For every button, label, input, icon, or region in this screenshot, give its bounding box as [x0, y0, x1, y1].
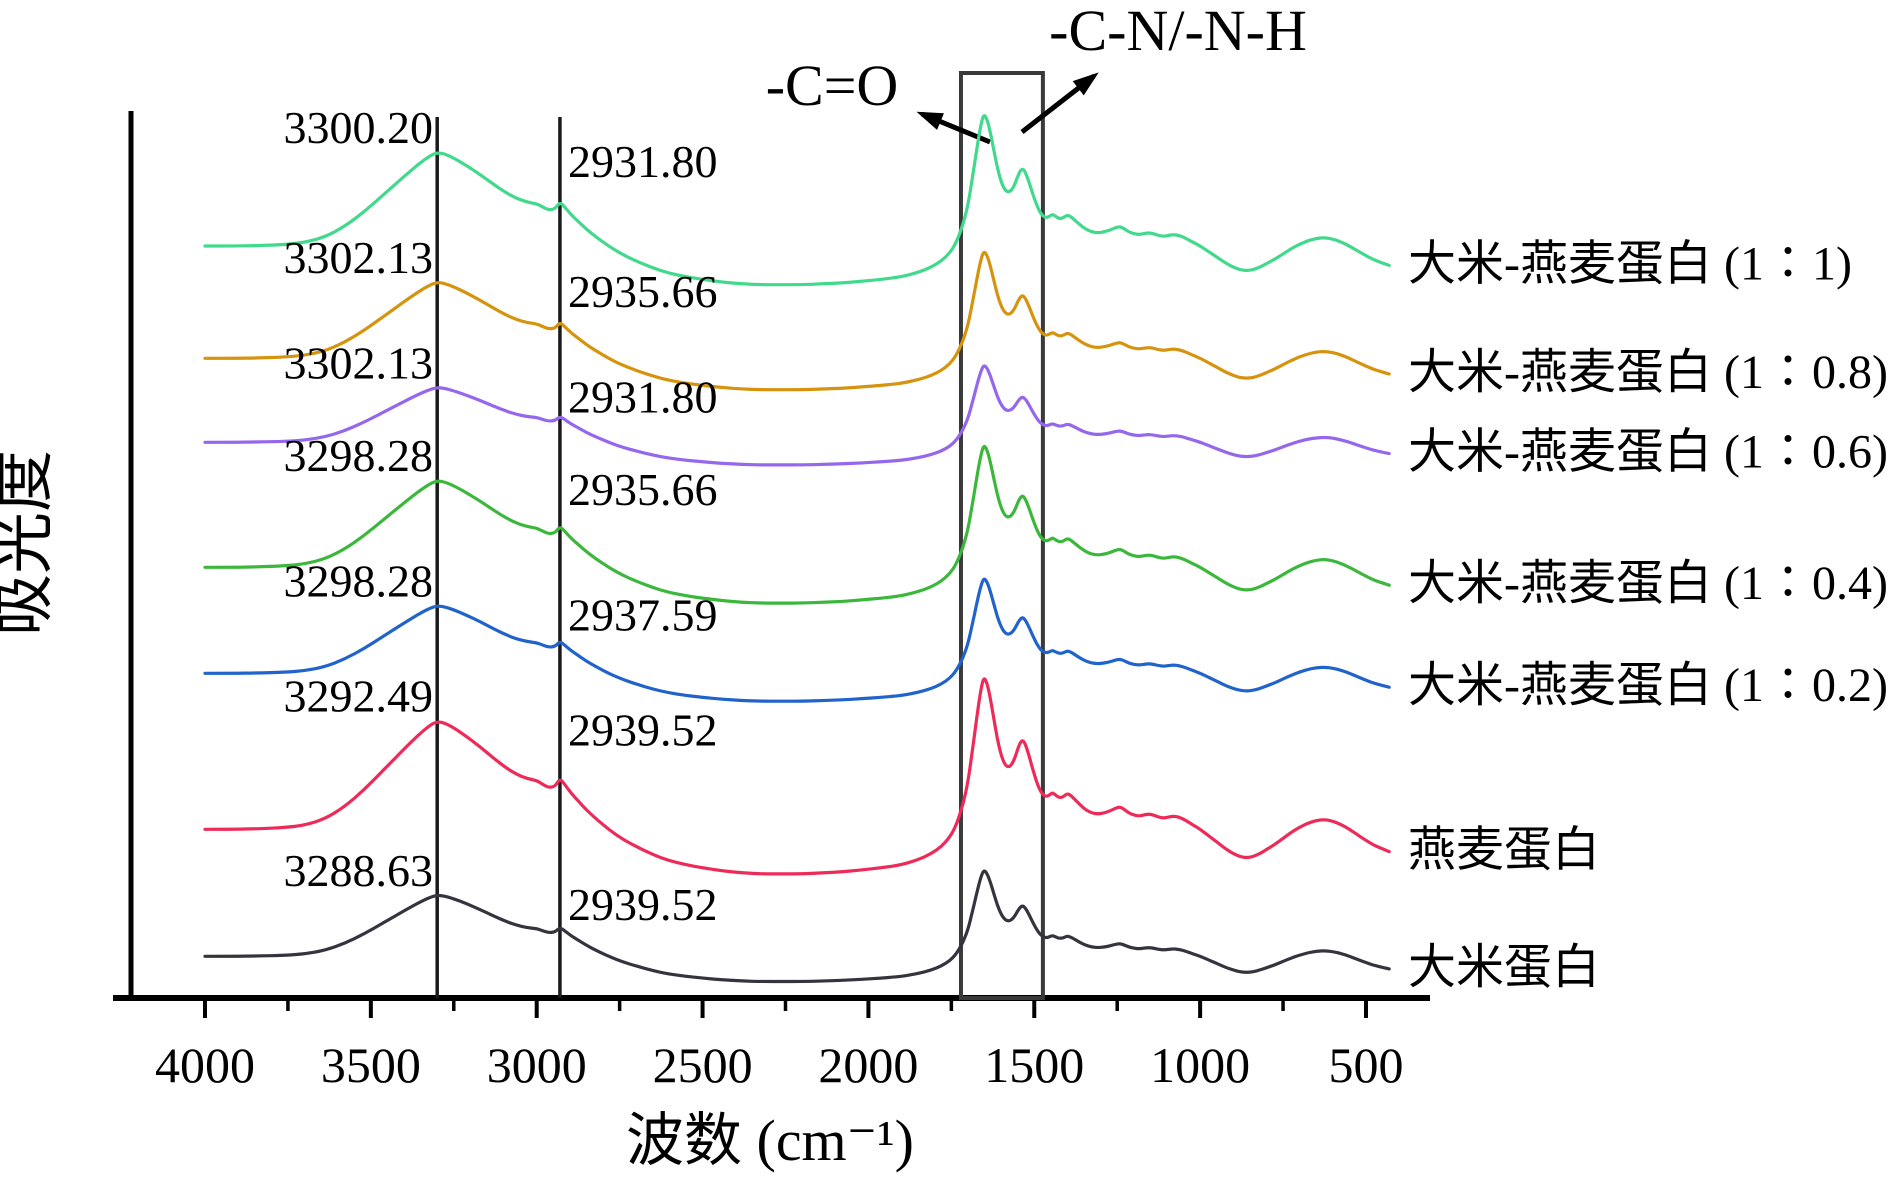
curve-label: 大米-燕麦蛋白 (1∶1) — [1408, 237, 1852, 290]
spectrum-curve-7 — [203, 869, 1391, 984]
spectrum-curve-2 — [203, 250, 1391, 392]
x-tick-label: 2500 — [653, 1037, 753, 1093]
x-tick-label: 4000 — [155, 1037, 255, 1093]
nh-peak-label: 3300.20 — [284, 102, 434, 153]
co-annotation-label: -C=O — [766, 53, 899, 118]
ch-peak-label: 2939.52 — [568, 705, 718, 756]
curve-label: 大米-燕麦蛋白 (1∶0.6) — [1408, 426, 1888, 479]
nh-peak-label: 3302.13 — [284, 338, 434, 389]
cnnh-annotation-label: -C-N/-N-H — [1049, 0, 1307, 63]
x-tick-label: 1000 — [1150, 1037, 1250, 1093]
x-tick-label: 3000 — [487, 1037, 587, 1093]
nh-peak-label: 3288.63 — [284, 845, 434, 896]
x-tick-label: 2000 — [818, 1037, 918, 1093]
ch-peak-label: 2931.80 — [568, 136, 718, 187]
nh-peak-label: 3298.28 — [284, 430, 434, 481]
nh-peak-label: 3302.13 — [284, 232, 434, 283]
x-tick-label: 500 — [1328, 1037, 1403, 1093]
ch-peak-label: 2931.80 — [568, 372, 718, 423]
spectrum-curve-4 — [203, 444, 1391, 605]
nh-peak-label: 3292.49 — [284, 671, 434, 722]
spectrum-curve-6 — [203, 677, 1391, 876]
ch-peak-label: 2935.66 — [568, 266, 718, 317]
ch-peak-label: 2935.66 — [568, 464, 718, 515]
x-axis-title: 波数 (cm⁻¹) — [626, 1108, 914, 1173]
amide-region-box — [958, 71, 1045, 1000]
co-arrow-head — [916, 111, 944, 130]
cnnh-arrow-head — [1072, 72, 1099, 96]
curve-label: 大米蛋白 — [1408, 941, 1600, 994]
spectrum-curve-1 — [203, 114, 1391, 287]
spectrum-curve-5 — [203, 577, 1391, 703]
curve-label: 大米-燕麦蛋白 (1∶0.8) — [1408, 346, 1888, 399]
nh-peak-label: 3298.28 — [284, 556, 434, 607]
curve-label: 大米-燕麦蛋白 (1∶0.4) — [1408, 557, 1888, 610]
y-axis-title: 吸光度 — [0, 450, 59, 636]
x-tick-label: 1500 — [984, 1037, 1084, 1093]
x-tick-label: 3500 — [321, 1037, 421, 1093]
ch-peak-label: 2939.52 — [568, 879, 718, 930]
spectrum-curve-3 — [203, 364, 1391, 467]
curve-label: 燕麦蛋白 — [1408, 824, 1600, 877]
ch-peak-label: 2937.59 — [568, 590, 718, 641]
curve-label: 大米-燕麦蛋白 (1∶0.2) — [1408, 659, 1888, 712]
